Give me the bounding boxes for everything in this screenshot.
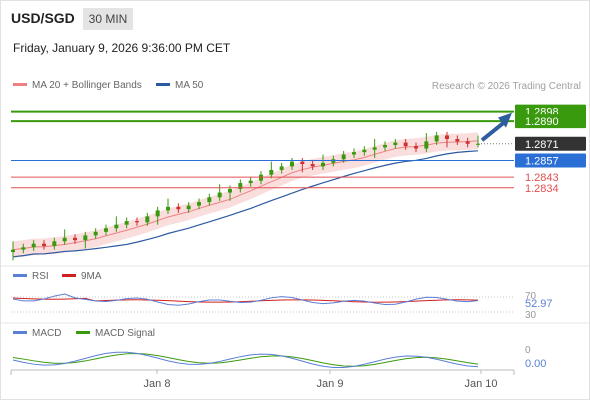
candle-body [383,144,387,148]
candle-body [31,243,36,248]
candle-body [135,221,139,223]
ma50-swatch [156,82,170,86]
candle-body [465,141,470,144]
candle-body [207,197,212,203]
legend-macd-signal-label: MACD Signal [95,328,156,339]
rsi-tick-30: 30 [525,310,537,321]
macd-last-value: 0.00 [525,358,546,370]
candle-body [124,221,129,225]
candle-body [228,188,232,193]
rsi-ma-line [12,297,479,303]
candle-body [372,147,377,150]
candle-body [73,237,77,241]
legend-macd-label: MACD [32,328,62,339]
level-label-box [515,136,586,151]
level-label: 1.2871 [525,139,559,151]
projection-arrow-shaft [480,120,507,142]
ma20-swatch [13,82,27,86]
legend-ma50-label: MA 50 [175,80,204,91]
x-tick-label: Jan 9 [317,378,344,390]
candle-body [424,141,429,149]
legend-ma20-label: MA 20 + Bollinger Bands [32,80,142,91]
candle-body [11,249,15,253]
candle-body [155,210,160,217]
level-label-box [515,153,586,168]
candle-body [455,139,460,142]
candle-body [290,161,294,167]
research-credit: Research © 2026 Trading Central [431,81,581,92]
candle-body [166,206,170,211]
x-tick-label: Jan 8 [144,378,171,390]
candle-body [62,237,67,242]
ma50-line [12,150,479,258]
legend-rsi-label: RSI [32,271,49,282]
rsi-swatch [13,273,27,277]
macd-signal-line [12,353,479,367]
rsi-line [12,293,479,306]
timeframe-button[interactable]: 30 MIN [83,8,133,30]
legend-rsi-ma: 9MA [62,271,102,282]
macd-swatch [13,330,27,334]
candle-body [310,164,315,167]
candle-body [403,142,408,147]
macd-signal-swatch [76,330,90,334]
rsi-ma-swatch [62,273,76,277]
legend-macd: MACD [13,328,61,339]
macd-line [12,351,479,368]
ma20-line [12,140,479,251]
chart-datetime: Friday, January 9, 2026 9:36:00 PM CET [13,41,231,55]
candle-body [434,135,439,142]
currency-pair-title: USD/SGD [11,10,75,26]
legend-macd-signal: MACD Signal [76,328,155,339]
level-label: 1.2843 [525,172,559,184]
candle-body [52,241,57,247]
candle-body [93,231,98,236]
candle-body [352,152,356,155]
level-label: 1.2834 [525,183,559,195]
candle-body [269,169,274,175]
rsi-tick-70: 70 [525,291,537,302]
candle-body [362,149,367,153]
macd-tick-0: 0 [525,345,531,356]
candle-body [42,243,46,247]
candle-body [259,174,263,181]
candle-body [145,216,150,223]
candle-body [445,135,449,140]
legend-rsi: RSI [13,271,49,282]
candle-body [279,166,284,170]
candle-body [104,228,108,232]
candle-body [300,161,305,165]
candle-body [331,159,336,163]
candle-body [83,235,88,241]
candle-body [217,192,222,198]
candle-body [414,146,418,149]
projection-arrow-head [498,112,512,128]
legend-rsi-ma-label: 9MA [81,271,102,282]
candle-body [238,183,243,189]
candle-body [197,202,201,206]
candle-body [176,206,181,210]
candle-body [114,224,119,229]
candle-body [186,205,191,210]
candle-body [248,180,253,184]
level-label-box [515,114,586,129]
level-label: 1.2857 [525,155,559,167]
rsi-last-value: 52.97 [525,298,553,310]
candle-body [321,162,325,167]
legend-ma50: MA 50 [156,80,203,91]
candle-body [393,142,398,145]
candle-body [21,247,26,250]
candle-body [341,154,346,160]
x-tick-label: Jan 10 [464,378,497,390]
bollinger-band [13,132,478,258]
legend-ma20: MA 20 + Bollinger Bands [13,80,142,91]
level-label: 1.2890 [525,116,559,128]
